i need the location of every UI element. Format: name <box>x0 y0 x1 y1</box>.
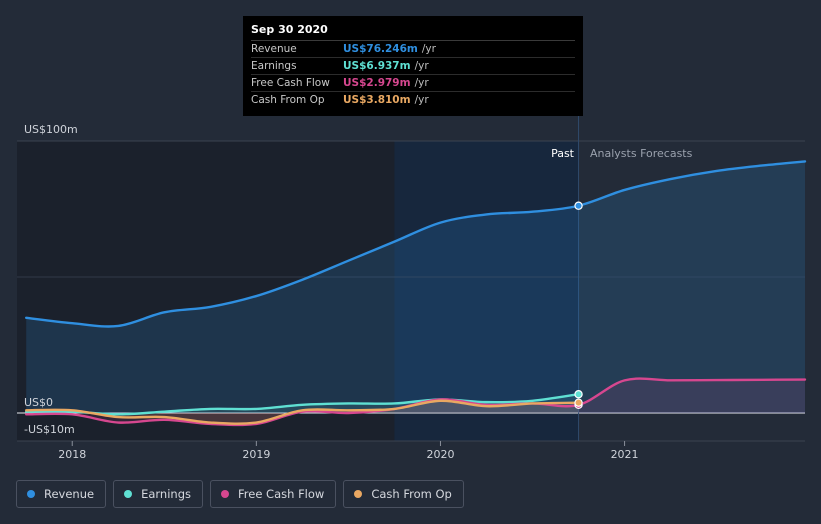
forecast-label: Analysts Forecasts <box>590 147 693 160</box>
y-label-bottom: -US$10m <box>24 423 75 436</box>
legend-dot-icon <box>221 490 229 498</box>
area-revenue <box>26 161 805 413</box>
legend-label: Free Cash Flow <box>238 487 325 501</box>
legend: Revenue Earnings Free Cash Flow Cash Fro… <box>16 480 464 508</box>
tooltip-unit: /yr <box>414 94 429 106</box>
tooltip-unit: /yr <box>414 60 429 72</box>
line-revenue <box>25 160 807 328</box>
legend-item-free-cash-flow[interactable]: Free Cash Flow <box>210 480 337 508</box>
series-lines <box>25 160 807 427</box>
tooltip-date: Sep 30 2020 <box>251 23 575 41</box>
area-earnings <box>26 394 579 415</box>
tooltip-row-free-cash-flow: Free Cash Flow US$2.979m /yr <box>251 75 575 92</box>
x-tick-label-2018: 2018 <box>58 448 86 461</box>
tooltip-value: US$3.810m <box>343 94 411 106</box>
legend-item-revenue[interactable]: Revenue <box>16 480 107 508</box>
legend-dot-icon <box>27 490 35 498</box>
tooltip-label: Revenue <box>251 43 297 55</box>
forecast-region <box>578 141 805 441</box>
tooltip-row-earnings: Earnings US$6.937m /yr <box>251 58 575 75</box>
legend-dot-icon <box>124 490 133 498</box>
y-label-top: US$100m <box>24 123 78 136</box>
tooltip-label: Free Cash Flow <box>251 77 330 89</box>
past-label: Past <box>551 147 575 160</box>
y-label-zero: US$0 <box>24 396 53 409</box>
line-cash-from-op <box>25 399 580 425</box>
tooltip-value: US$6.937m <box>343 60 411 72</box>
tooltip-unit: /yr <box>414 77 429 89</box>
tooltip-label: Earnings <box>251 60 297 72</box>
x-tick-label-2020: 2020 <box>426 448 454 461</box>
legend-label: Revenue <box>44 487 95 501</box>
marker-revenue <box>574 201 583 210</box>
chart-background <box>17 141 805 441</box>
tooltip-value: US$76.246m <box>343 43 418 55</box>
line-earnings <box>25 393 580 416</box>
tooltip: Sep 30 2020 Revenue US$76.246m /yr Earni… <box>243 16 583 116</box>
series-markers <box>574 201 583 410</box>
marker-cash-from-op <box>574 398 583 407</box>
tooltip-label: Cash From Op <box>251 94 325 106</box>
x-axis-ticks: 2018 2019 2020 2021 <box>58 441 639 461</box>
tooltip-row-cash-from-op: Cash From Op US$3.810m /yr <box>251 92 575 108</box>
area-free-cash-flow <box>26 378 805 425</box>
legend-item-earnings[interactable]: Earnings <box>113 480 203 508</box>
tooltip-value: US$2.979m <box>343 77 411 89</box>
legend-item-cash-from-op[interactable]: Cash From Op <box>343 480 464 508</box>
legend-label: Cash From Op <box>371 487 452 501</box>
legend-label: Earnings <box>141 487 191 501</box>
past-highlight-region <box>394 141 579 441</box>
tooltip-row-revenue: Revenue US$76.246m /yr <box>251 41 575 58</box>
marker-earnings <box>574 390 583 399</box>
legend-dot-icon <box>354 490 363 498</box>
tooltip-unit: /yr <box>421 43 436 55</box>
x-tick-label-2019: 2019 <box>242 448 270 461</box>
x-tick-label-2021: 2021 <box>611 448 639 461</box>
